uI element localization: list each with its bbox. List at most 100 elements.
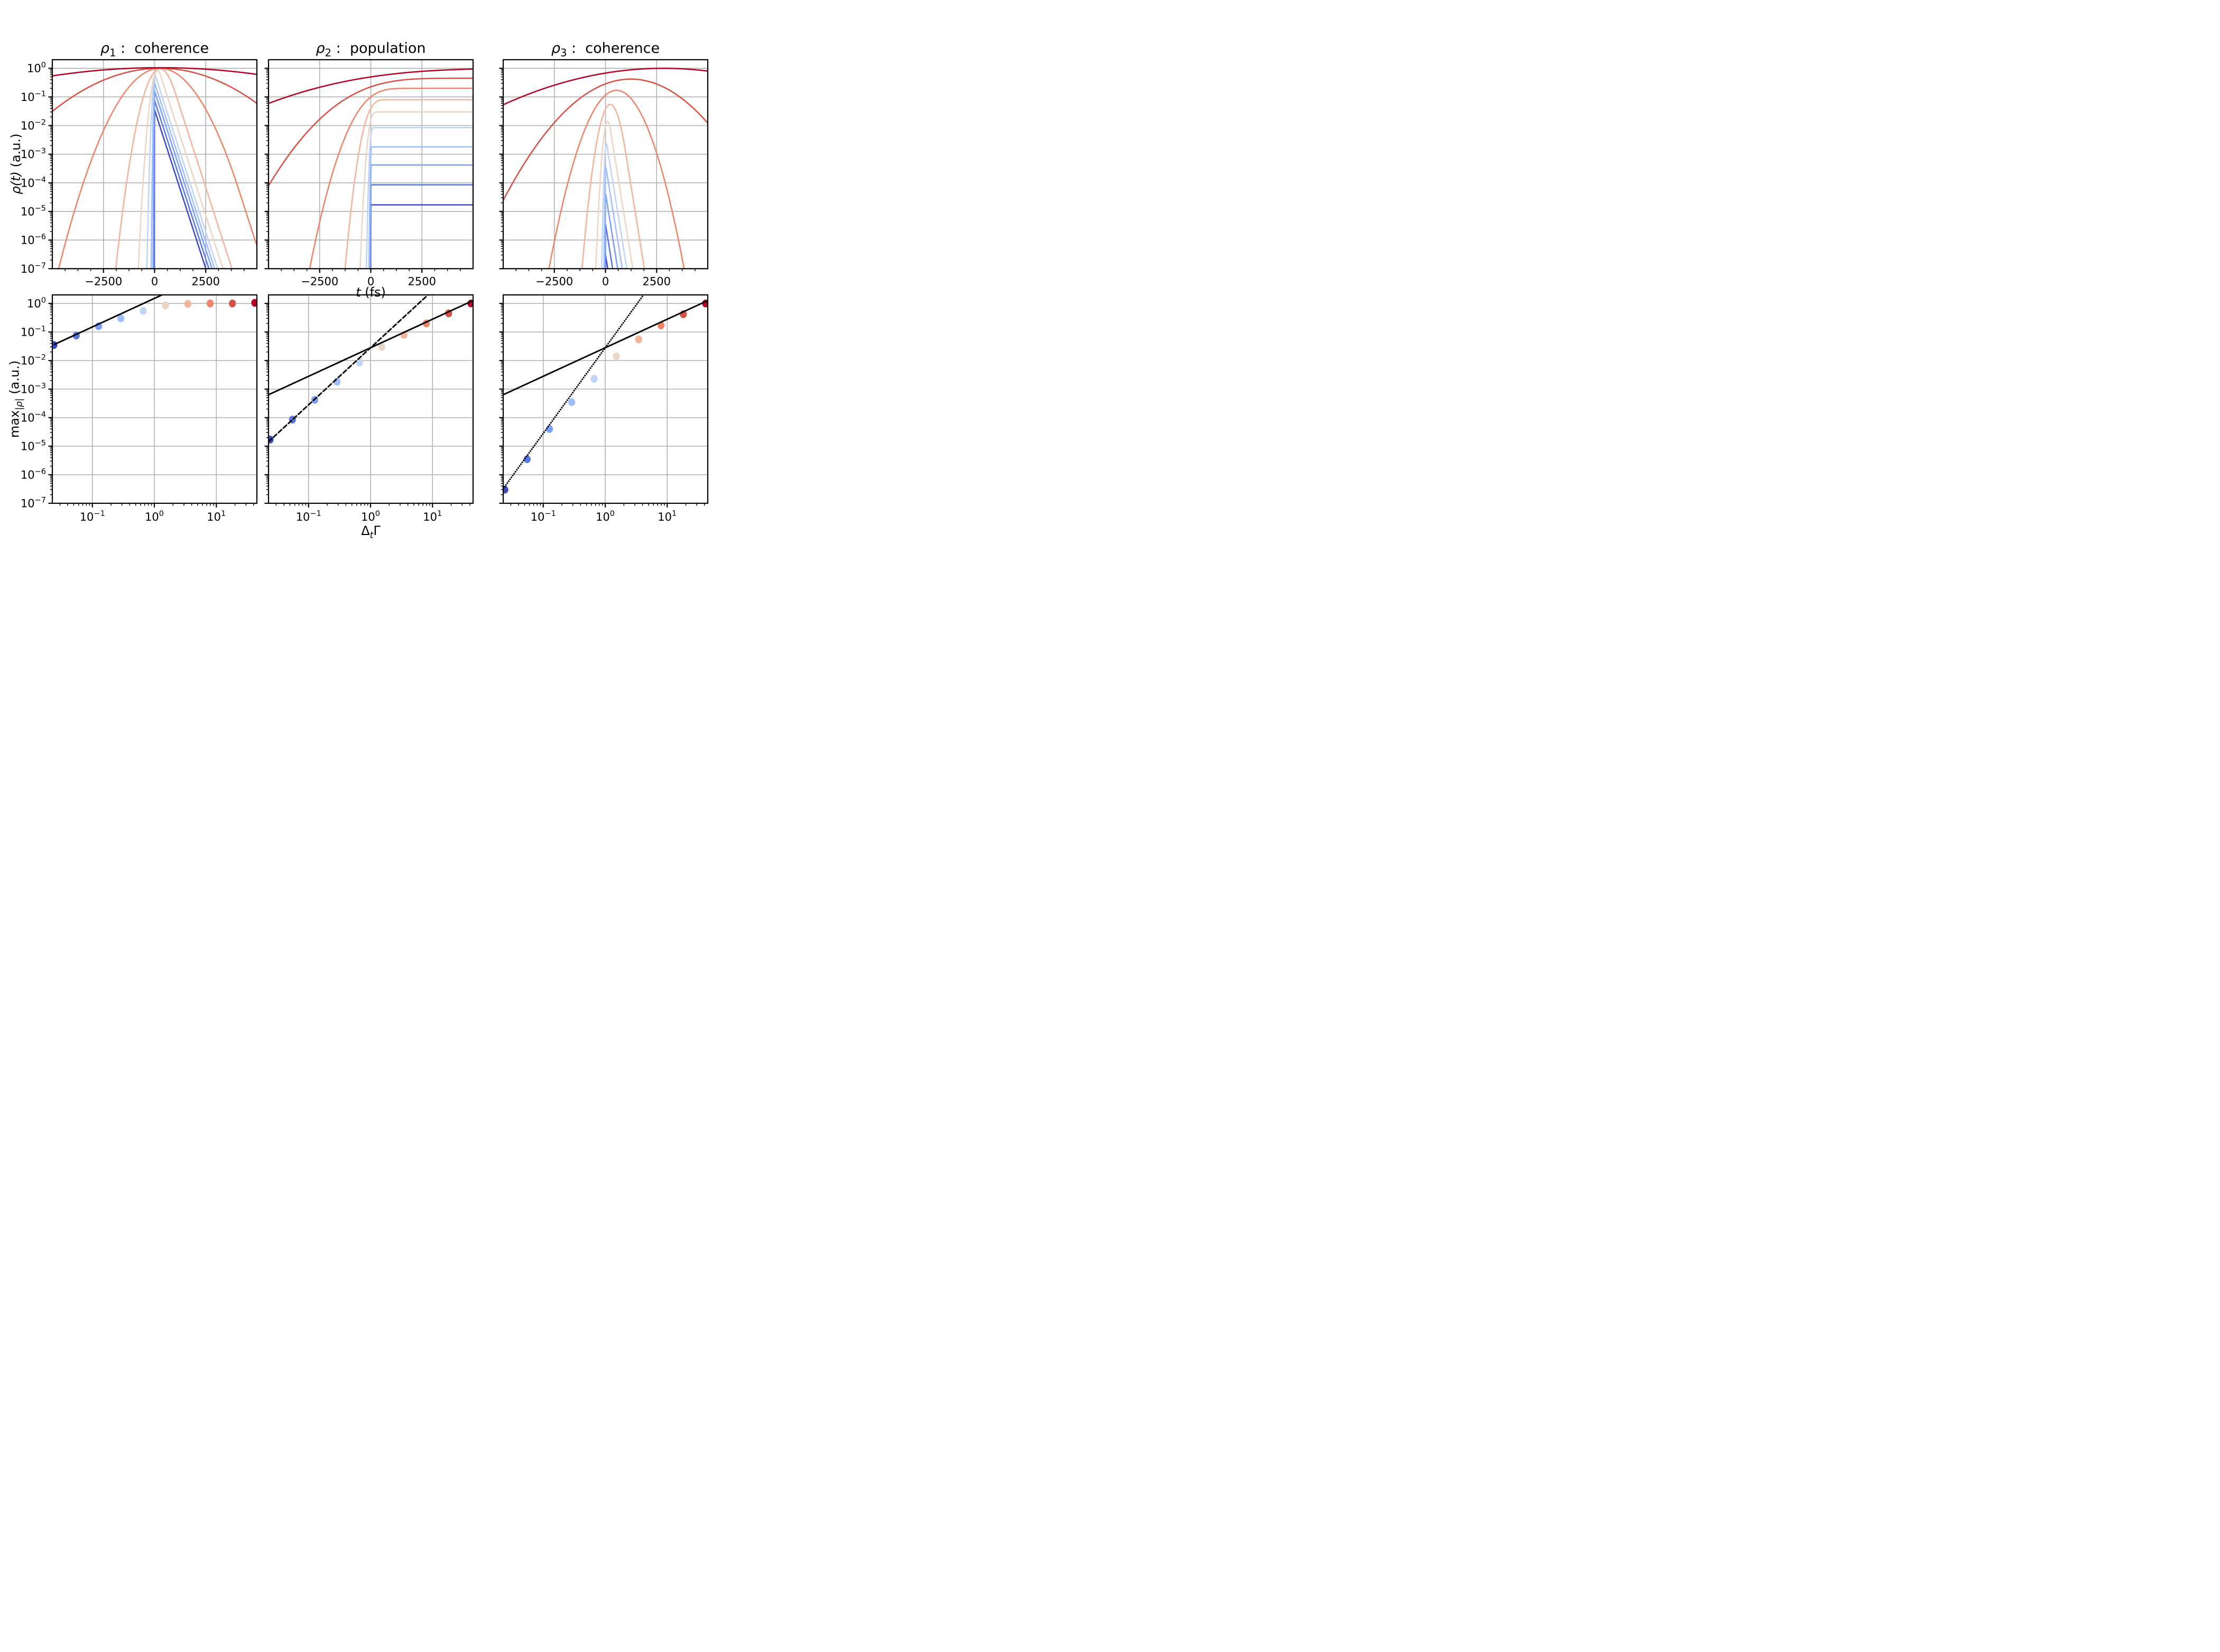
curve (52, 67, 257, 77)
max-text: max (7, 410, 22, 438)
fit-line-dotted (503, 294, 645, 490)
x-tick-label: −2500 (535, 275, 573, 288)
x-tick-label: 2500 (643, 275, 671, 288)
y-tick-label: 10−3 (21, 382, 46, 396)
y-tick-label: 10−5 (21, 204, 46, 218)
delta-symbol: Δ (361, 523, 370, 538)
y-tick-label: 100 (27, 297, 46, 310)
axis-ticks (48, 68, 245, 273)
curve (150, 82, 216, 269)
y-tick-label: 10−3 (21, 147, 46, 161)
rho2-symbol: ρ (316, 40, 325, 57)
panel-bottom-right: 10−1 100 101 (499, 294, 709, 523)
figure: 100 10−1 10−2 10−3 10−4 10−5 10−6 10−7 −2500 0 250… (0, 0, 740, 551)
t-unit: (fs) (360, 285, 386, 300)
panel-top-middle: −2500 0 2500 (264, 59, 474, 288)
data-point (184, 300, 191, 308)
panel-top-right: −2500 0 2500 (499, 59, 709, 288)
data-point (503, 485, 508, 494)
axis-ticks (48, 302, 254, 507)
data-point (523, 455, 531, 464)
data-point (162, 301, 169, 310)
rho1-subscript: 1 (109, 47, 116, 59)
top-row-y-axis-label: ρ(t) (a.u.) (8, 134, 23, 195)
plots-canvas: 100 10−1 10−2 10−3 10−4 10−5 10−6 10−7 −2500 0 250… (21, 59, 709, 523)
curve (601, 143, 628, 269)
data-point (635, 335, 642, 344)
gridlines (503, 294, 708, 504)
data-point (613, 352, 620, 361)
delta-t-subscript: t (369, 530, 374, 541)
x-tick-label: 10−1 (296, 510, 321, 523)
y-tick-label: 10−7 (21, 496, 46, 510)
axis-ticks (264, 302, 470, 507)
fit-line-solid (53, 294, 164, 346)
max-unit: (a.u.) (7, 360, 22, 399)
y-tick-label: 10−2 (21, 118, 46, 132)
data-point (251, 299, 257, 307)
panel-top-left: 100 10−1 10−2 10−3 10−4 10−5 10−6 10−7 −2500 0 250… (21, 59, 258, 288)
scatter-and-fits (52, 294, 257, 349)
panel-rho3-title: ρ3 : coherence (551, 40, 660, 61)
x-tick-label: 100 (361, 510, 380, 523)
curve (503, 78, 708, 201)
panel-bottom-middle: 10−1 100 101 (264, 294, 474, 523)
scatter-and-fits (503, 294, 708, 494)
curves (503, 67, 708, 269)
x-tick-label: 0 (602, 275, 609, 288)
curve (359, 111, 473, 269)
curves (269, 68, 473, 269)
rho-t-unit: (a.u.) (8, 133, 23, 172)
y-tick-label: 10−7 (21, 262, 46, 275)
rho1-title-text: : coherence (116, 40, 209, 57)
y-tick-label: 10−1 (21, 90, 46, 104)
t-math: t (356, 285, 361, 300)
x-tick-label: 10−1 (80, 510, 105, 523)
curve (309, 87, 473, 269)
curve (269, 77, 473, 187)
y-tick-label: 10−4 (21, 176, 46, 189)
data-point (590, 375, 598, 383)
data-point (378, 343, 385, 351)
panel-bottom-left: 100 10−1 10−2 10−3 10−4 10−5 10−6 10−7 10−1 100 10… (21, 294, 258, 523)
curve (365, 127, 473, 269)
x-tick-label: 0 (367, 275, 374, 288)
rho-t-math: ρ(t) (8, 171, 23, 195)
x-tick-label: 2500 (408, 275, 436, 288)
data-point (356, 358, 363, 367)
x-tick-label: −2500 (301, 275, 338, 288)
curve (344, 99, 473, 269)
x-tick-label: 101 (423, 510, 442, 523)
y-tick-label: 10−4 (21, 411, 46, 424)
rho1-symbol: ρ (100, 40, 110, 57)
rho3-subscript: 3 (560, 47, 567, 59)
rho2-subscript: 2 (325, 47, 331, 59)
panel-rho2-title: ρ2 : population (316, 40, 426, 61)
scatter-and-fits (269, 294, 473, 444)
y-tick-label: 10−6 (21, 468, 46, 482)
x-tick-label: 2500 (192, 275, 220, 288)
rho3-title-text: : coherence (567, 40, 660, 57)
gamma-symbol: Γ (373, 523, 381, 538)
curve (269, 68, 473, 104)
y-tick-label: 10−6 (21, 233, 46, 247)
x-tick-label: 101 (207, 510, 226, 523)
curve (604, 193, 618, 269)
x-tick-label: 101 (658, 510, 677, 523)
axis-ticks (499, 68, 696, 273)
data-point (206, 299, 214, 308)
gridlines (52, 294, 257, 504)
data-point (140, 307, 147, 315)
y-tick-label: 100 (27, 61, 46, 75)
axis-ticks (499, 302, 705, 507)
axis-ticks (264, 68, 461, 273)
bottom-row-x-axis-label: ΔtΓ (361, 523, 381, 541)
top-row-x-axis-label: t (fs) (356, 285, 386, 300)
x-tick-label: −2500 (85, 275, 122, 288)
curve (603, 167, 623, 269)
x-tick-label: 100 (145, 510, 164, 523)
data-point (117, 314, 125, 322)
y-tick-label: 10−5 (21, 439, 46, 453)
rho3-symbol: ρ (551, 40, 561, 57)
x-tick-label: 10−1 (531, 510, 556, 523)
